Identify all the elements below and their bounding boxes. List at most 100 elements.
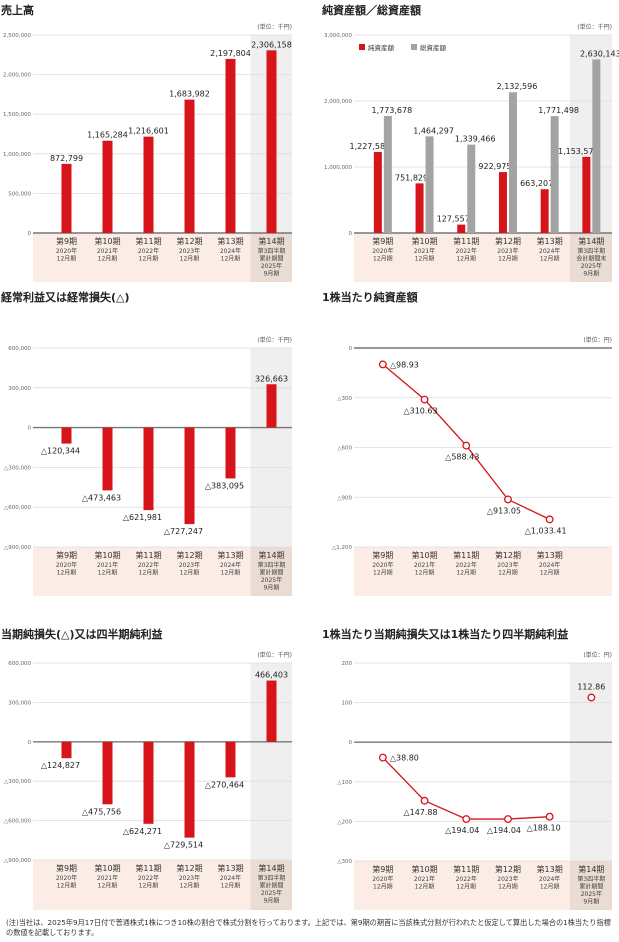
category-sub: 2024年 — [220, 247, 241, 255]
data-label: △38.80 — [390, 754, 419, 763]
data-label: 2,306,158 — [251, 40, 292, 49]
category-sub: 累計期間 — [259, 255, 283, 263]
data-label: △1,033.41 — [525, 526, 567, 535]
category-period: 第14期 — [258, 236, 284, 246]
category-period: 第9期 — [56, 550, 77, 560]
category-sub: 12月期 — [373, 255, 393, 263]
data-label: 663,207 — [520, 179, 553, 188]
y-tick-label: 3,000,000 — [324, 33, 352, 39]
y-tick-label: 2,000,000 — [3, 73, 31, 79]
bar — [540, 189, 549, 233]
data-label: △147.88 — [403, 808, 437, 817]
category-sub: 12月期 — [540, 883, 560, 891]
legend-swatch — [411, 44, 417, 50]
unit-label: (単位：千円) — [257, 23, 292, 31]
bar — [143, 741, 154, 824]
category-sub: 会計期間末 — [576, 255, 606, 263]
unit-label: (単位：千円) — [257, 651, 292, 659]
data-point — [420, 796, 429, 805]
category-sub: 12月期 — [221, 569, 241, 577]
chart-title: 経常利益又は経常損失(△) — [1, 290, 130, 304]
chart-title: 当期純損失(△)又は四半期純利益 — [1, 627, 163, 641]
category-period: 第11期 — [135, 550, 161, 560]
data-label: △588.43 — [445, 453, 479, 462]
category-sub: 12月期 — [498, 569, 518, 577]
category-sub: 12月期 — [57, 569, 77, 577]
bar — [266, 384, 277, 428]
bar — [61, 741, 72, 759]
category-sub: 2020年 — [372, 247, 393, 255]
category-sub: 12月期 — [57, 255, 77, 263]
highlight-column — [570, 35, 612, 233]
y-tick-label: △1,200 — [332, 545, 352, 551]
category-sub: 2020年 — [372, 561, 393, 569]
category-highlight — [250, 233, 292, 282]
category-sub: 2025年 — [581, 262, 602, 270]
bar — [102, 741, 113, 805]
category-sub: 9月期 — [264, 897, 280, 905]
y-tick-label: 1,000,000 — [3, 152, 31, 158]
category-sub: 2020年 — [372, 875, 393, 883]
y-tick-label: △600,000 — [4, 505, 31, 511]
category-sub: 9月期 — [264, 270, 280, 278]
y-tick-label: 1,000,000 — [324, 165, 352, 171]
data-label: 1,227,585 — [349, 142, 390, 151]
data-label: 1,339,466 — [455, 135, 496, 144]
data-label: 1,153,570 — [558, 147, 599, 156]
category-period: 第9期 — [56, 236, 77, 246]
category-sub: 12月期 — [139, 569, 159, 577]
data-point — [587, 693, 596, 702]
category-period: 第13期 — [217, 863, 243, 873]
y-tick-label: △300 — [337, 859, 352, 865]
category-sub: 第3四半期 — [258, 247, 286, 255]
legend-label: 純資産額 — [368, 43, 395, 52]
category-sub: 9月期 — [583, 898, 599, 906]
y-tick-label: △900 — [337, 495, 352, 501]
chart-title: 1株当たり純資産額 — [322, 290, 418, 304]
category-sub: 2022年 — [456, 247, 477, 255]
y-tick-label: 0 — [349, 231, 353, 237]
data-label: △475,756 — [82, 807, 121, 816]
bar — [61, 163, 72, 233]
category-sub: 9月期 — [264, 584, 280, 592]
category-period: 第13期 — [537, 236, 563, 246]
bar — [61, 427, 72, 444]
bar — [266, 680, 277, 742]
category-sub: 2025年 — [581, 890, 602, 898]
data-label: △194.04 — [487, 826, 521, 835]
bar — [550, 116, 559, 233]
category-sub: 2021年 — [97, 247, 118, 255]
chart-title: 売上高 — [1, 3, 34, 17]
bar — [184, 741, 195, 838]
category-sub: 2021年 — [97, 874, 118, 882]
category-sub: 2021年 — [414, 247, 435, 255]
category-band — [33, 860, 292, 910]
bar — [102, 427, 113, 491]
data-label: △913.05 — [487, 506, 521, 515]
y-tick-label: △300 — [337, 396, 352, 402]
y-tick-label: △200 — [337, 819, 352, 825]
chart-title: 純資産額／総資産額 — [322, 3, 421, 17]
y-tick-label: 100 — [342, 701, 353, 707]
bar — [143, 427, 154, 511]
y-tick-label: △600,000 — [4, 819, 31, 825]
data-point — [378, 753, 387, 762]
category-period: 第13期 — [537, 864, 563, 874]
data-label: 127,557 — [437, 215, 470, 224]
y-tick-label: 2,000,000 — [324, 99, 352, 105]
category-sub: 12月期 — [415, 569, 435, 577]
category-period: 第11期 — [135, 863, 161, 873]
bar — [467, 144, 476, 233]
footnote: (注)当社は、2025年9月17日付で普通株式1株につき10株の割合で株式分割を… — [6, 918, 611, 937]
data-label: △120,344 — [41, 447, 80, 456]
bar — [373, 151, 382, 233]
category-period: 第12期 — [495, 236, 521, 246]
y-tick-label: △300,000 — [4, 779, 31, 785]
data-label: 112.86 — [577, 683, 605, 692]
highlight-column — [570, 663, 612, 861]
category-band — [354, 233, 612, 282]
data-label: 326,663 — [255, 374, 288, 383]
category-sub: 12月期 — [540, 255, 560, 263]
y-tick-label: 0 — [28, 740, 32, 746]
